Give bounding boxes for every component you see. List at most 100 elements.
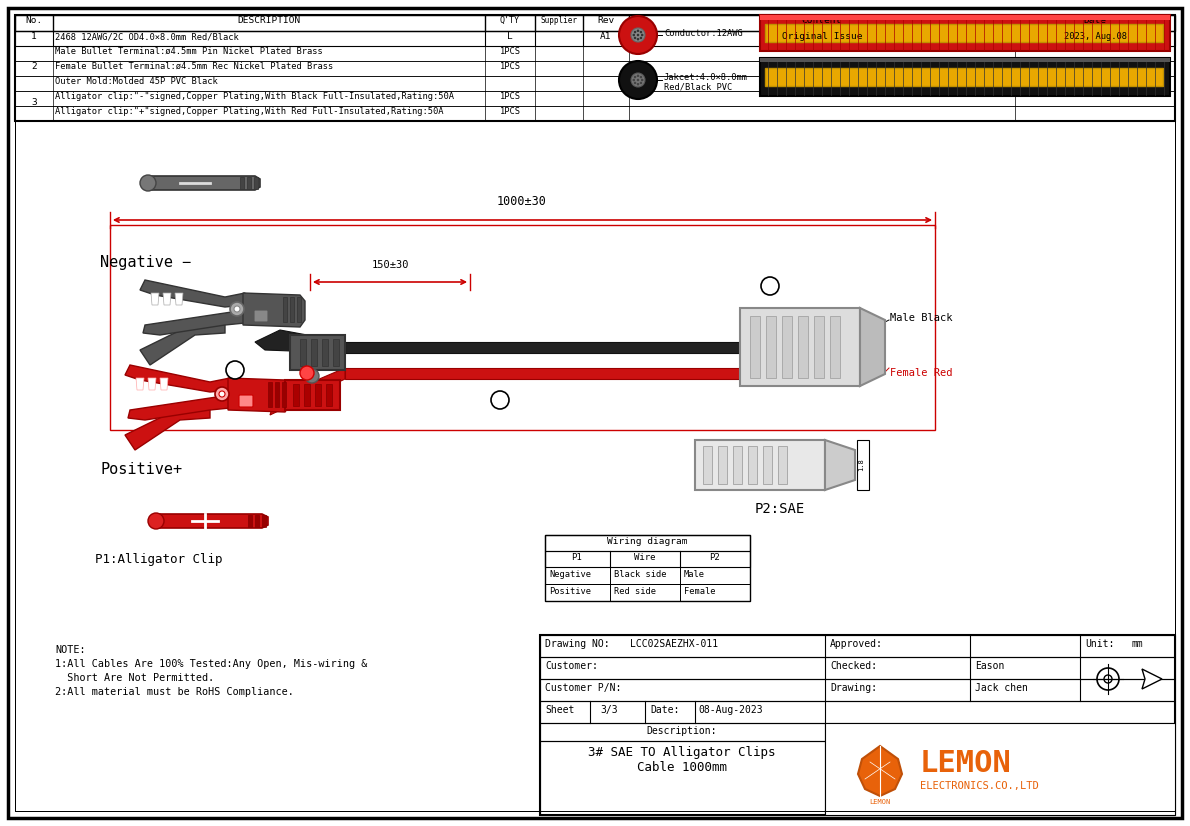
Circle shape (230, 302, 244, 316)
Circle shape (619, 61, 657, 99)
Circle shape (641, 78, 644, 81)
Bar (248, 515, 252, 527)
Circle shape (634, 76, 637, 78)
Text: LCC02SAEZHX-011: LCC02SAEZHX-011 (630, 639, 718, 649)
Text: 1PCS: 1PCS (500, 47, 520, 56)
Text: Content: Content (802, 16, 843, 25)
Text: 3: 3 (232, 365, 238, 375)
Circle shape (140, 175, 156, 191)
Text: L: L (507, 32, 513, 41)
Text: 2: 2 (768, 281, 774, 291)
Circle shape (640, 82, 643, 84)
Circle shape (634, 82, 637, 84)
Bar (293, 384, 299, 406)
Text: Red/Black PVC: Red/Black PVC (664, 83, 732, 92)
Bar (763, 446, 772, 484)
Bar (255, 515, 259, 527)
Circle shape (641, 34, 644, 36)
Text: NOTE:: NOTE: (55, 645, 86, 655)
Circle shape (631, 73, 645, 87)
Text: Outer Mold:Molded 45P PVC Black: Outer Mold:Molded 45P PVC Black (55, 77, 218, 86)
Polygon shape (140, 280, 245, 307)
Circle shape (634, 36, 637, 40)
Polygon shape (858, 746, 902, 796)
Text: Q'TY: Q'TY (500, 16, 520, 25)
Bar (345, 342, 740, 353)
Bar (298, 297, 301, 322)
Text: P1: P1 (571, 553, 582, 562)
Text: DESCRIPTION: DESCRIPTION (237, 16, 301, 25)
Text: 1PCS: 1PCS (500, 107, 520, 116)
Bar (718, 446, 727, 484)
Text: Female: Female (684, 587, 715, 596)
FancyBboxPatch shape (239, 395, 253, 407)
Text: Approved:: Approved: (829, 639, 883, 649)
Bar (540, 723, 825, 741)
Circle shape (637, 83, 639, 86)
Bar (109, 225, 935, 430)
Text: P2:SAE: P2:SAE (754, 502, 806, 516)
Text: 2468 12AWG/2C OD4.0×8.0mm Red/Black: 2468 12AWG/2C OD4.0×8.0mm Red/Black (55, 32, 239, 41)
Text: LEMON: LEMON (920, 749, 1012, 778)
Text: 1PCS: 1PCS (500, 62, 520, 71)
Bar (333, 339, 339, 366)
Polygon shape (136, 378, 144, 390)
Text: Male: Male (684, 570, 704, 579)
Text: ELECTRONICS.CO.,LTD: ELECTRONICS.CO.,LTD (920, 781, 1039, 791)
Text: Male Black: Male Black (890, 313, 952, 323)
Polygon shape (129, 395, 230, 420)
Text: Description:: Description: (646, 726, 718, 736)
Bar (766, 316, 776, 378)
Bar (290, 297, 294, 322)
Circle shape (637, 30, 639, 32)
Text: Drawing NO:: Drawing NO: (545, 639, 609, 649)
Circle shape (633, 34, 635, 36)
Bar (290, 335, 345, 370)
Text: 3/3: 3/3 (600, 705, 618, 715)
Circle shape (640, 31, 643, 33)
Text: 2: 2 (31, 62, 37, 71)
Polygon shape (143, 310, 245, 335)
Bar (798, 316, 808, 378)
Bar (15, 31, 1175, 46)
Text: Positive+: Positive+ (100, 462, 182, 477)
Bar (15, 61, 1175, 76)
Bar (545, 567, 750, 584)
Bar (765, 68, 1163, 86)
Bar (540, 657, 1175, 679)
Bar (268, 382, 273, 407)
Bar (315, 384, 321, 406)
Circle shape (215, 387, 228, 401)
Polygon shape (150, 514, 268, 528)
Text: Conductor:12AWG: Conductor:12AWG (664, 30, 743, 39)
Circle shape (637, 38, 639, 40)
Polygon shape (159, 378, 168, 390)
Text: A1: A1 (600, 32, 612, 41)
Text: Customer P/N:: Customer P/N: (545, 683, 621, 693)
Polygon shape (1142, 669, 1161, 689)
Bar (765, 24, 1163, 42)
Text: P1:Alligator Clip: P1:Alligator Clip (95, 553, 223, 566)
Bar (240, 177, 244, 189)
Circle shape (234, 306, 240, 312)
Text: No.: No. (25, 16, 43, 25)
Polygon shape (148, 378, 156, 390)
Bar (740, 308, 860, 386)
Polygon shape (243, 293, 305, 327)
Text: Wiring diagram: Wiring diagram (607, 537, 688, 546)
Text: Female Red: Female Red (890, 368, 952, 378)
Bar (275, 382, 278, 407)
Bar (545, 551, 750, 567)
Circle shape (491, 391, 509, 409)
Text: Short Are Not Permitted.: Short Are Not Permitted. (55, 673, 214, 683)
Bar (760, 15, 1170, 51)
Text: Date: Date (1084, 16, 1107, 25)
Bar (703, 446, 712, 484)
Text: LEMON: LEMON (870, 799, 890, 805)
Circle shape (760, 277, 779, 295)
Bar (283, 297, 287, 322)
Bar (253, 177, 258, 189)
Bar (540, 635, 1175, 815)
Bar (284, 380, 340, 410)
Text: 150±30: 150±30 (371, 260, 408, 270)
